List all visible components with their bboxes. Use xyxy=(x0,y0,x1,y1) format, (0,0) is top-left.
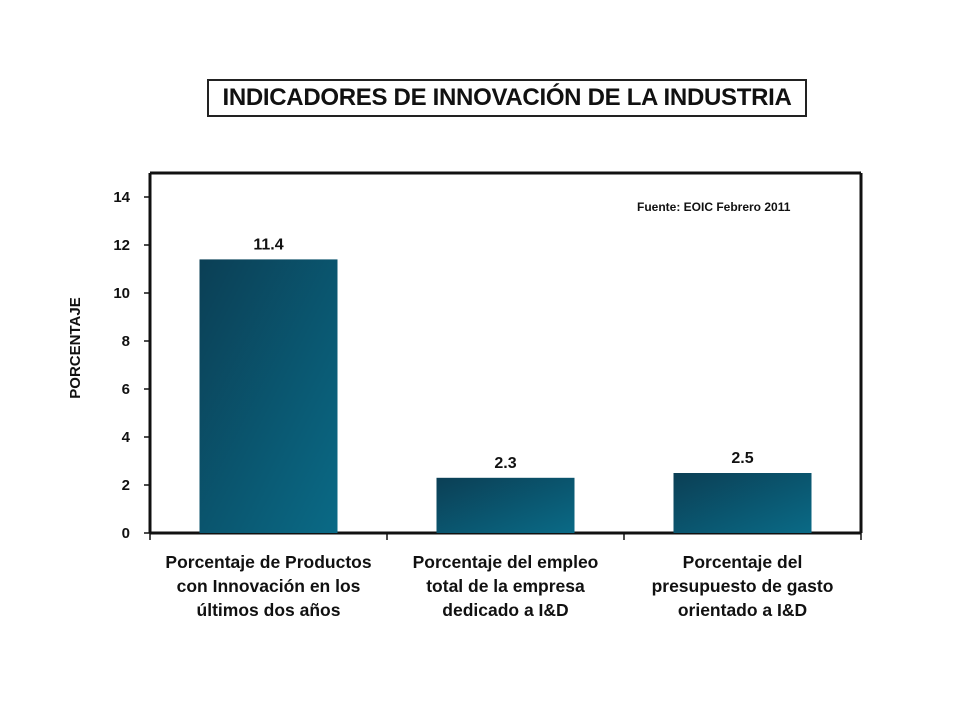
data-label: 2.3 xyxy=(494,455,516,472)
x-tick-label: Porcentaje del empleo xyxy=(413,552,599,572)
y-tick-label: 2 xyxy=(122,477,130,494)
x-tick-label: dedicado a I&D xyxy=(442,600,568,620)
source-annotation: Fuente: EOIC Febrero 2011 xyxy=(637,200,791,214)
x-tick-label: Porcentaje del xyxy=(683,552,803,572)
x-tick-label: con Innovación en los xyxy=(177,576,361,596)
x-tick-label: total de la empresa xyxy=(426,576,585,596)
y-tick-label: 10 xyxy=(113,285,130,302)
bar xyxy=(199,259,338,533)
bar xyxy=(673,473,812,533)
y-tick-label: 12 xyxy=(113,237,130,254)
y-tick-label: 4 xyxy=(122,429,131,446)
chart-title: INDICADORES DE INNOVACIÓN DE LA INDUSTRI… xyxy=(207,79,807,117)
x-tick-label: últimos dos años xyxy=(197,600,341,620)
y-tick-label: 14 xyxy=(113,189,130,206)
bar xyxy=(436,477,575,533)
y-tick-label: 8 xyxy=(122,333,130,350)
x-tick-label: presupuesto de gasto xyxy=(652,576,834,596)
data-label: 11.4 xyxy=(253,236,283,253)
y-tick-label: 6 xyxy=(122,381,130,398)
x-tick-label: Porcentaje de Productos xyxy=(165,552,371,572)
y-tick-label: 0 xyxy=(122,525,130,542)
data-label: 2.5 xyxy=(731,450,753,467)
y-axis-label: PORCENTAJE xyxy=(67,297,84,398)
x-tick-label: orientado a I&D xyxy=(678,600,807,620)
